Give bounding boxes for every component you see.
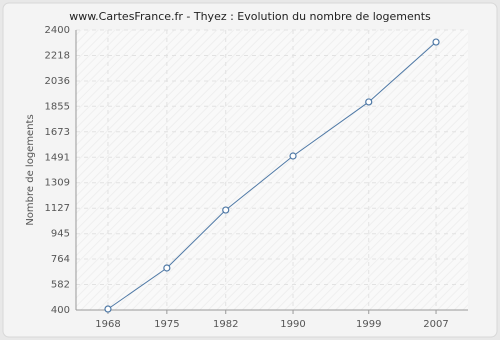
data-point [163, 264, 171, 272]
data-point [222, 206, 230, 214]
series-line [107, 41, 437, 310]
x-tick-label: 1968 [95, 319, 120, 330]
y-tick-label: 400 [51, 305, 70, 316]
x-tick-label: 1975 [154, 319, 179, 330]
data-point [289, 152, 297, 160]
x-tick-label: 1982 [213, 319, 238, 330]
y-tick-label: 2400 [45, 25, 70, 36]
y-axis-label: Nombre de logements [25, 114, 36, 225]
x-tick-label: 1999 [356, 319, 381, 330]
y-tick-label: 582 [51, 280, 70, 291]
data-point [104, 305, 112, 313]
y-tick-label: 1673 [45, 127, 70, 138]
plot-area [76, 30, 468, 310]
y-tick-label: 1855 [45, 101, 70, 112]
data-point [432, 38, 440, 46]
y-tick-label: 764 [51, 254, 70, 265]
x-tick-label: 2007 [423, 319, 448, 330]
x-tick-label: 1990 [280, 319, 305, 330]
chart-title: www.CartesFrance.fr - Thyez : Evolution … [69, 10, 431, 23]
y-tick-label: 1127 [45, 203, 70, 214]
y-tick-label: 1491 [45, 152, 70, 163]
y-tick-label: 1309 [45, 178, 70, 189]
y-tick-label: 945 [51, 229, 70, 240]
y-tick-label: 2218 [45, 50, 70, 61]
data-point [365, 98, 373, 106]
y-tick-label: 2036 [45, 76, 70, 87]
